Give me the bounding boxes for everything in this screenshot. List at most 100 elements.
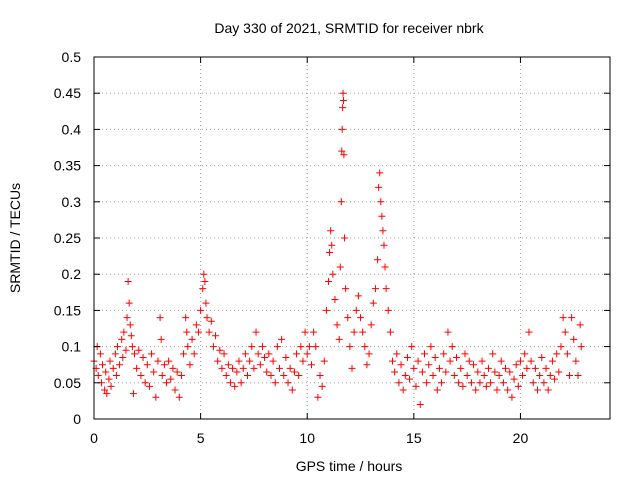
data-point <box>333 321 341 329</box>
data-point <box>252 328 260 336</box>
data-point <box>137 372 145 380</box>
data-point <box>399 386 407 394</box>
data-point <box>474 368 482 376</box>
data-point <box>297 343 305 351</box>
data-point <box>403 353 411 361</box>
data-point <box>374 256 382 264</box>
data-point <box>307 361 315 369</box>
y-tick-label: 0.35 <box>54 158 81 174</box>
data-point <box>165 357 173 365</box>
data-point <box>314 393 322 401</box>
data-point <box>435 364 443 372</box>
data-point <box>99 361 107 369</box>
data-point <box>338 125 346 133</box>
data-point <box>389 357 397 365</box>
data-point <box>561 328 569 336</box>
data-point <box>126 321 134 329</box>
data-point <box>177 372 185 380</box>
data-point <box>156 314 164 322</box>
data-point <box>401 372 409 380</box>
data-point <box>489 350 497 358</box>
data-point <box>96 350 104 358</box>
data-point <box>367 321 375 329</box>
data-point <box>267 372 275 380</box>
data-point <box>391 368 399 376</box>
data-point <box>201 277 209 285</box>
data-point <box>467 379 475 387</box>
data-point <box>335 335 343 343</box>
data-point <box>540 379 548 387</box>
data-point <box>553 350 561 358</box>
data-point <box>433 386 441 394</box>
data-point <box>135 346 143 354</box>
data-point <box>446 357 454 365</box>
data-point <box>378 212 386 220</box>
data-point <box>286 364 294 372</box>
data-point <box>113 343 121 351</box>
data-point <box>377 198 385 206</box>
y-axis-label: SRMTID / TECUs <box>7 183 23 293</box>
data-point <box>119 353 127 361</box>
data-point <box>329 270 337 278</box>
data-point <box>576 321 584 329</box>
data-point <box>327 227 335 235</box>
data-point <box>455 379 463 387</box>
data-point <box>339 96 347 104</box>
data-point <box>209 343 217 351</box>
data-point <box>316 372 324 380</box>
data-point <box>111 350 119 358</box>
data-point <box>382 285 390 293</box>
data-point <box>395 379 403 387</box>
data-point <box>354 292 362 300</box>
data-point <box>94 372 102 380</box>
data-point <box>406 375 414 383</box>
data-point <box>510 375 518 383</box>
y-tick-label: 0.1 <box>62 339 82 355</box>
data-point <box>425 361 433 369</box>
data-point <box>301 328 309 336</box>
data-point <box>444 328 452 336</box>
y-tick-label: 0.4 <box>62 121 82 137</box>
data-point <box>293 350 301 358</box>
y-tick-label: 0.45 <box>54 85 81 101</box>
data-point <box>231 382 239 390</box>
data-point <box>459 382 467 390</box>
data-point <box>271 379 279 387</box>
y-tick-label: 0.15 <box>54 302 81 318</box>
data-point <box>218 364 226 372</box>
data-point <box>226 379 234 387</box>
data-point <box>337 198 345 206</box>
data-point <box>244 372 252 380</box>
data-point <box>295 372 303 380</box>
data-point <box>338 147 346 155</box>
data-point <box>574 372 582 380</box>
data-point <box>563 350 571 358</box>
data-point <box>499 379 507 387</box>
data-point <box>194 328 202 336</box>
data-point <box>465 357 473 365</box>
data-point <box>538 353 546 361</box>
data-point <box>158 372 166 380</box>
data-point <box>491 368 499 376</box>
data-point <box>472 386 480 394</box>
data-point <box>258 343 266 351</box>
data-point <box>559 314 567 322</box>
data-point <box>322 306 330 314</box>
data-point <box>397 361 405 369</box>
data-point <box>106 357 114 365</box>
data-point <box>145 382 153 390</box>
data-point <box>393 350 401 358</box>
data-point <box>450 372 458 380</box>
data-point <box>570 335 578 343</box>
y-tick-label: 0.05 <box>54 375 81 391</box>
data-point <box>175 393 183 401</box>
data-point <box>420 350 428 358</box>
data-point <box>105 375 113 383</box>
data-point <box>282 353 290 361</box>
data-point <box>299 357 307 365</box>
data-point <box>127 332 135 340</box>
data-point <box>239 364 247 372</box>
data-point <box>141 379 149 387</box>
data-point <box>312 343 320 351</box>
